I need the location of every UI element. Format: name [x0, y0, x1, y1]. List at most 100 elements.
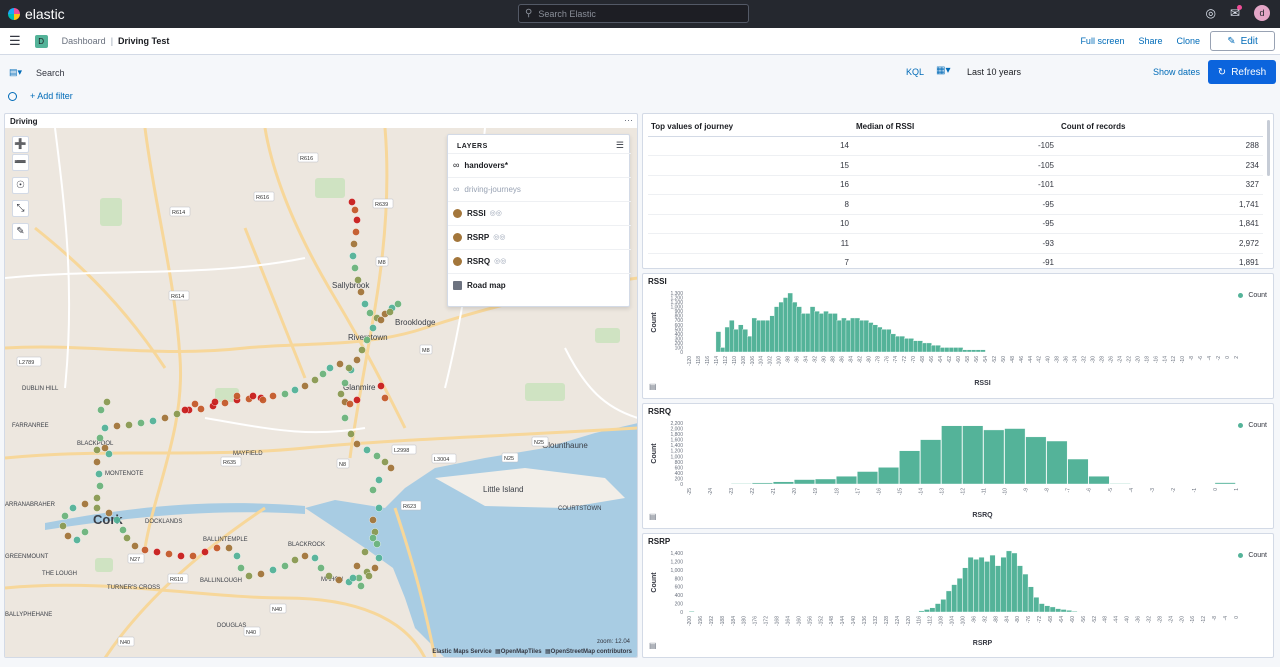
scrollbar[interactable] — [1267, 120, 1270, 176]
attribution-osm[interactable]: OpenStreetMap contributors — [550, 649, 632, 655]
x-tick-label: -76 — [884, 356, 890, 363]
table-row[interactable]: 10 -95 1,841 — [648, 214, 1263, 234]
table-row[interactable]: 16 -101 327 — [648, 175, 1263, 195]
x-tick-label: -148 — [829, 616, 835, 626]
table-row[interactable]: 11 -93 2,972 — [648, 233, 1263, 254]
query-input[interactable]: Search — [36, 67, 65, 78]
measure-icon[interactable]: ⤡ — [12, 200, 29, 217]
rsrq-histogram: Count 2,2002,0001,8001,6001,4001,2001,000… — [651, 421, 1240, 519]
layer-driving-journeys[interactable]: ∞ driving-journeys — [448, 177, 631, 200]
histogram-bar — [845, 320, 852, 353]
time-range[interactable]: Last 10 years — [967, 67, 1022, 77]
signal-point — [346, 400, 354, 408]
x-tick-label: -2 — [1216, 356, 1222, 361]
road — [393, 507, 437, 657]
user-avatar[interactable]: d — [1254, 5, 1270, 21]
road-label: R635 — [223, 460, 236, 466]
road-shield — [400, 500, 422, 511]
attribution-openmaptiles[interactable]: OpenMapTiles — [500, 649, 542, 655]
table-icon[interactable]: ▤ — [649, 382, 657, 391]
table-icon[interactable]: ▤ — [649, 512, 657, 521]
elastic-logo[interactable]: elastic — [8, 6, 65, 22]
histogram-bar — [1044, 605, 1051, 613]
x-tick-label: -152 — [818, 616, 824, 626]
show-dates-button[interactable]: Show dates — [1153, 67, 1201, 77]
layer-handovers[interactable]: ∞ handovers* — [448, 153, 631, 176]
x-tick-label: -15 — [897, 488, 903, 495]
zoom-in-icon[interactable]: ➕ — [12, 136, 29, 153]
clone-button[interactable]: Clone — [1176, 36, 1200, 46]
histogram-bar — [688, 610, 695, 613]
chart-legend[interactable]: Count — [1238, 292, 1267, 299]
table-icon[interactable]: ▤ — [649, 641, 657, 650]
signal-point — [137, 419, 145, 427]
x-tick-label: -52 — [1092, 616, 1098, 623]
eye-icon[interactable]: ◎◎ — [489, 210, 502, 217]
edit-button[interactable]: ✎ Edit — [1210, 31, 1275, 51]
x-tick-label: -172 — [764, 616, 770, 626]
saved-query-icon[interactable]: ▤▾ — [9, 67, 23, 77]
signal-point — [197, 405, 205, 413]
table-row[interactable]: 15 -105 234 — [648, 155, 1263, 176]
signal-point — [369, 516, 377, 524]
x-tick-label: -12 — [961, 488, 967, 495]
eye-icon[interactable]: ◎◎ — [494, 258, 507, 265]
notifications-icon[interactable]: ✉ — [1229, 5, 1242, 20]
menu-icon[interactable]: ☰ — [9, 33, 21, 48]
park-area — [315, 178, 345, 198]
road-shield — [269, 603, 287, 614]
panel-options-icon[interactable]: ⋯ — [624, 115, 633, 125]
signal-point — [131, 542, 139, 550]
table-cell: 10 — [648, 214, 853, 234]
table-row[interactable]: 14 -105 288 — [648, 136, 1263, 156]
global-search-input[interactable]: ⚲ Search Elastic — [518, 4, 749, 23]
signal-point — [93, 494, 101, 502]
kql-toggle[interactable]: KQL — [906, 67, 925, 77]
reset-view-icon[interactable]: ☉ — [12, 177, 29, 194]
histogram-bar — [787, 292, 793, 353]
chart-legend[interactable]: Count — [1238, 422, 1267, 429]
full-screen-button[interactable]: Full screen — [1080, 36, 1125, 46]
calendar-icon[interactable]: ▦▾ — [936, 65, 951, 76]
eye-icon[interactable]: ◎◎ — [493, 234, 506, 241]
table-row[interactable]: 8 -95 1,741 — [648, 194, 1263, 215]
column-header-median-rssi[interactable]: Median of RSSI — [853, 118, 1058, 137]
signal-point — [371, 564, 379, 572]
signal-point — [64, 532, 72, 540]
add-filter-button[interactable]: + Add filter — [30, 91, 73, 101]
y-tick-label: 800 — [675, 460, 684, 466]
x-tick-label: -36 — [1136, 616, 1142, 623]
breadcrumb-dashboard[interactable]: Dashboard — [61, 36, 106, 46]
column-header-count[interactable]: Count of records — [1058, 118, 1263, 137]
filter-icon[interactable] — [8, 91, 17, 101]
zoom-out-icon[interactable]: ➖ — [12, 154, 29, 171]
help-icon[interactable]: ◎ — [1205, 6, 1216, 20]
signal-point — [225, 544, 233, 552]
table-row[interactable]: 7 -91 1,891 — [648, 253, 1263, 268]
x-tick-label: -88 — [993, 616, 999, 623]
tools-icon[interactable]: ✎ — [12, 223, 29, 240]
x-tick-label: -200 — [687, 616, 693, 626]
x-tick-label: -64 — [938, 356, 944, 363]
layer-rsrq[interactable]: RSRQ ◎◎ — [448, 249, 631, 272]
table-cell: 1,891 — [1058, 253, 1263, 268]
column-header-journey[interactable]: Top values of journey — [648, 118, 853, 137]
x-tick-label: 0 — [1225, 356, 1231, 359]
collapse-layers-icon[interactable]: ☰ — [615, 140, 624, 150]
map-canvas[interactable]: SallybrookBrooklodgeRiverstownGlanmireDU… — [5, 128, 637, 657]
filter-bar: + Add filter — [0, 89, 73, 103]
layer-rsrp[interactable]: RSRP ◎◎ — [448, 225, 631, 248]
legend-label: Count — [1248, 552, 1267, 559]
histogram-bar — [983, 429, 1005, 485]
app-badge[interactable]: D — [34, 34, 48, 48]
layer-road-map[interactable]: Road map — [448, 273, 631, 296]
park-area — [595, 328, 620, 343]
share-button[interactable]: Share — [1138, 36, 1163, 46]
chart-legend[interactable]: Count — [1238, 552, 1267, 559]
attribution-ems[interactable]: Elastic Maps Service — [432, 649, 492, 655]
layer-rssi[interactable]: RSSI ◎◎ — [448, 201, 631, 224]
signal-point — [363, 336, 371, 344]
refresh-button[interactable]: ↻ Refresh — [1208, 60, 1276, 84]
x-tick-label: -12 — [1201, 616, 1207, 623]
